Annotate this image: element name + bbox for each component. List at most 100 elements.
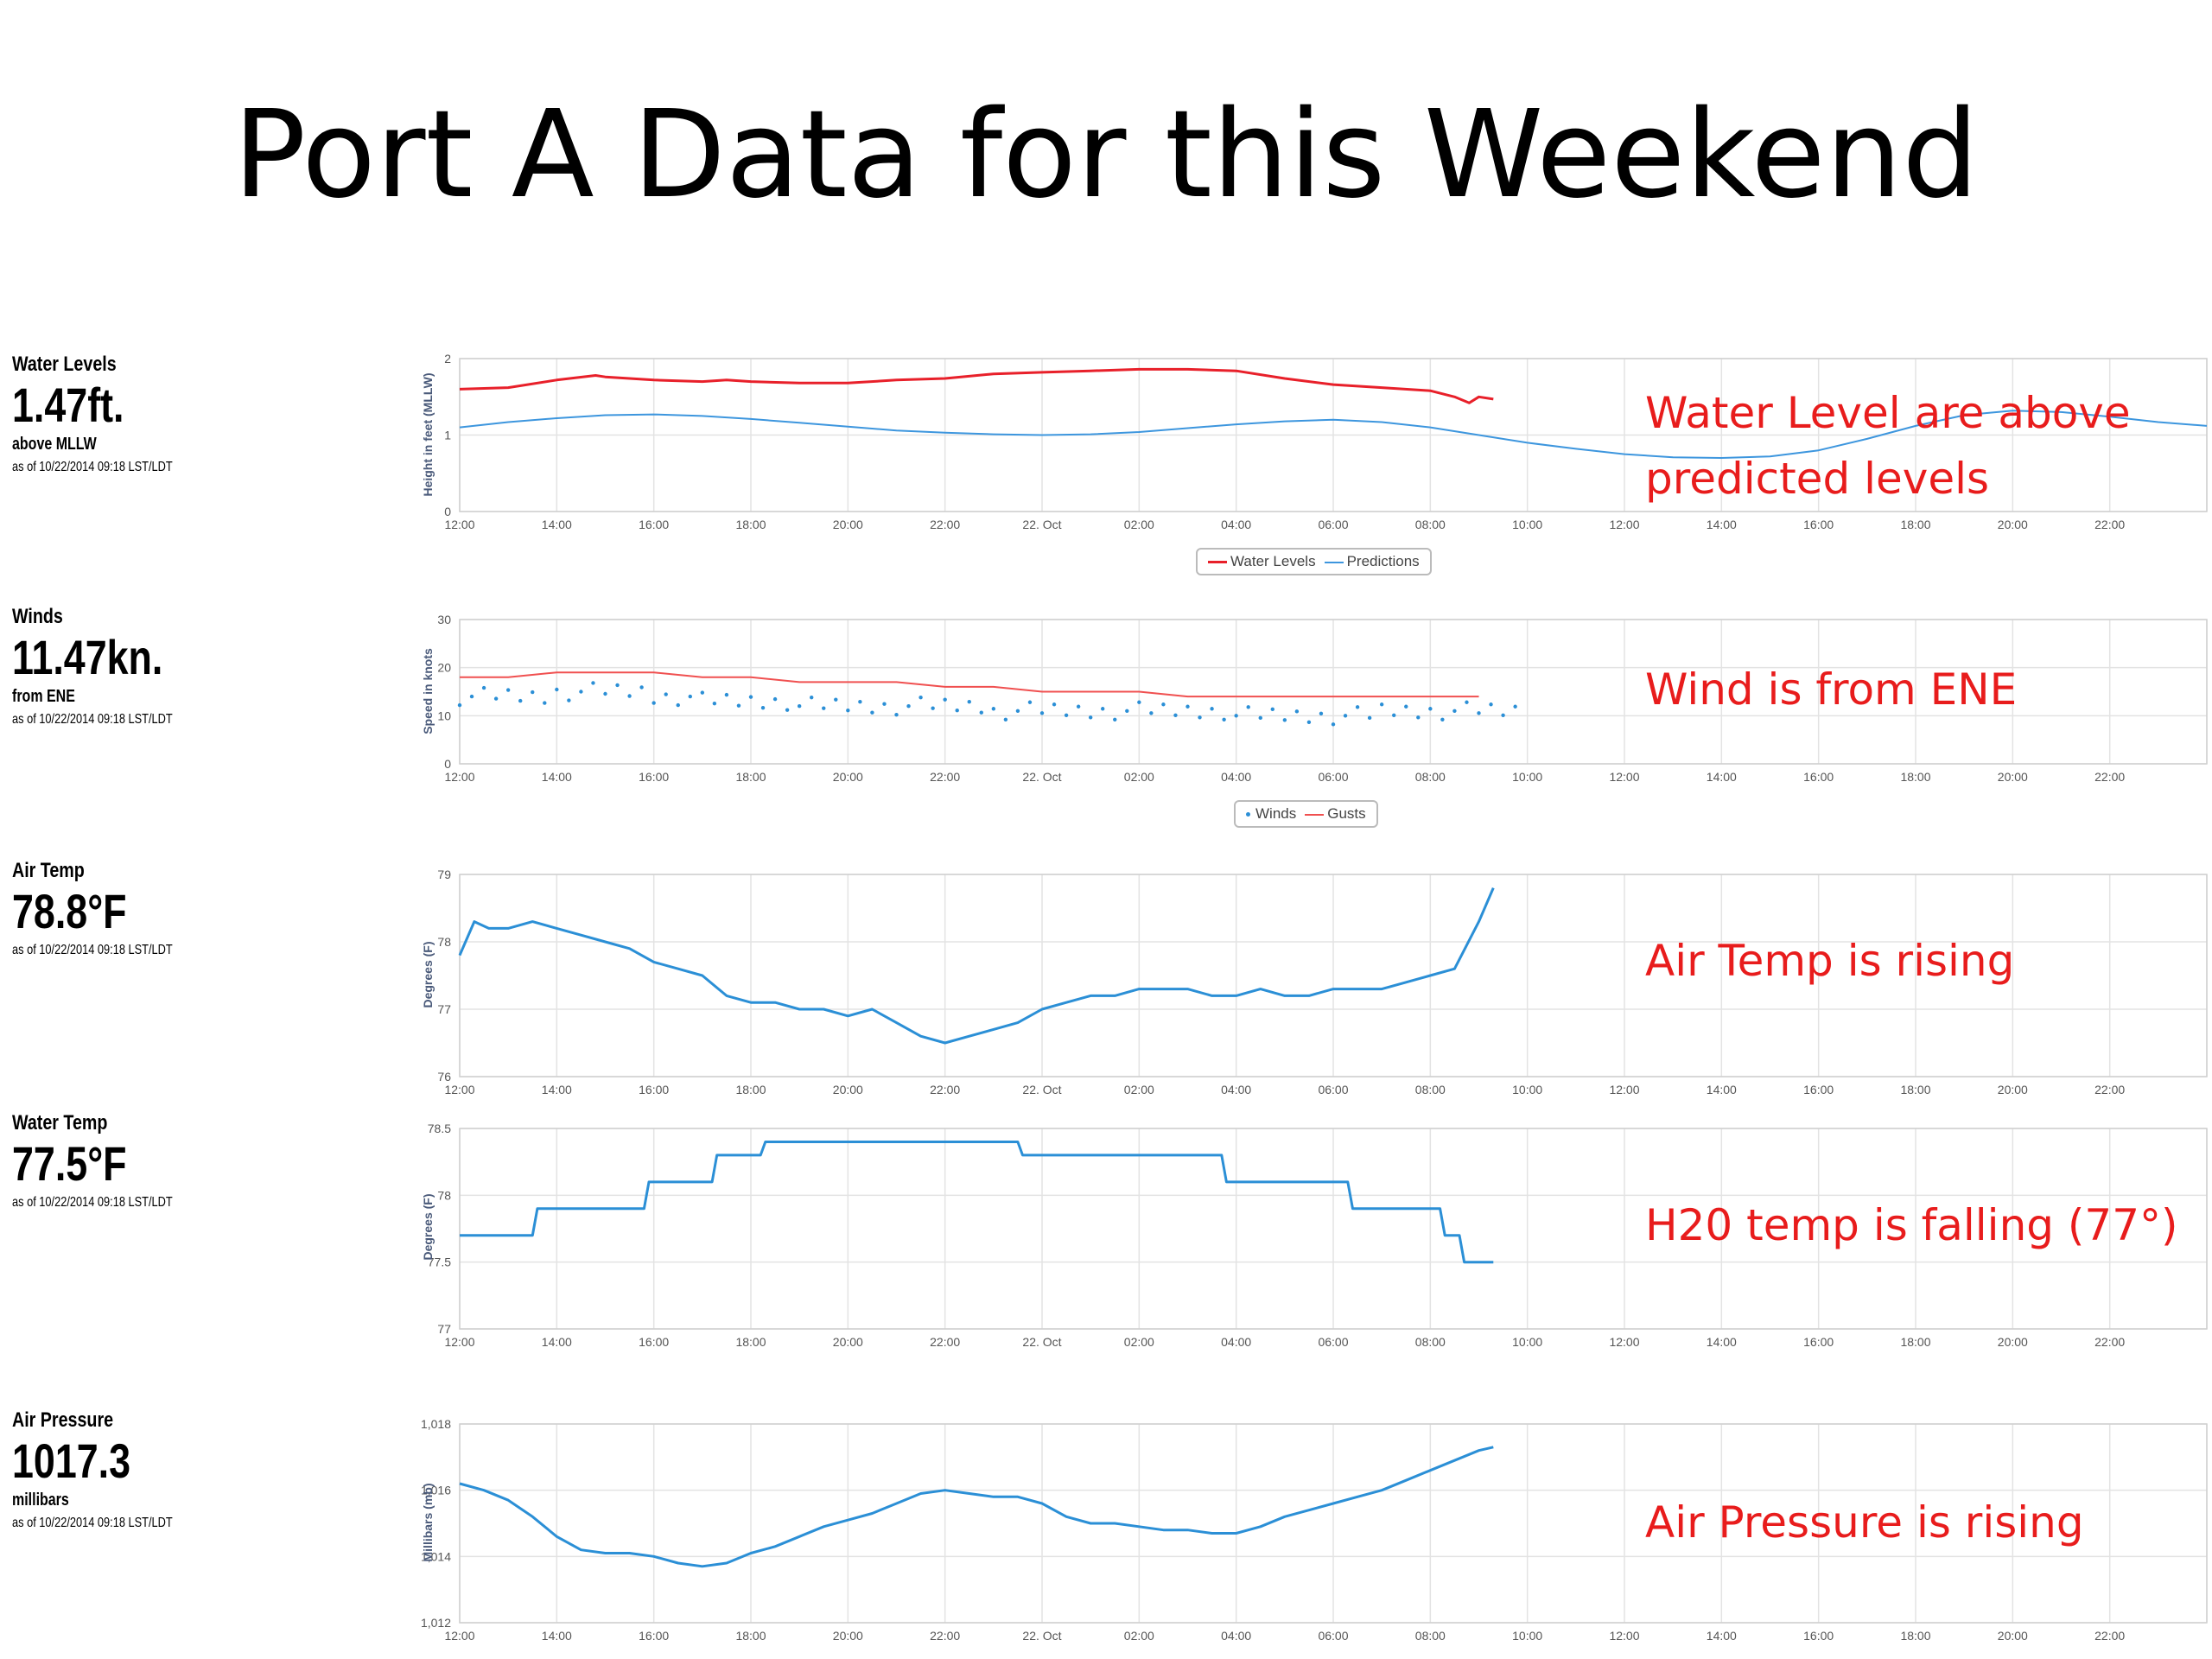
legend-item-winds[interactable]: Winds	[1246, 805, 1296, 823]
x-tick-label: 22. Oct	[1022, 770, 1061, 784]
legend-label: Winds	[1255, 805, 1297, 822]
note-text: Air Temp is rising	[1645, 936, 2015, 986]
x-tick-label: 18:00	[735, 770, 766, 784]
legend-item-predictions[interactable]: Predictions	[1324, 553, 1420, 570]
y-tick-label: 78.5	[428, 1122, 451, 1135]
x-tick-label: 02:00	[1124, 1629, 1154, 1643]
x-tick-label: 08:00	[1415, 1083, 1446, 1096]
stat-label: Water Levels	[12, 353, 117, 376]
x-tick-label: 10:00	[1512, 1083, 1542, 1096]
wind-point	[1465, 700, 1469, 704]
y-axis-label: Degrees (F)	[421, 1193, 435, 1260]
wind-point	[1076, 704, 1081, 709]
x-tick-label: 18:00	[1900, 1335, 1930, 1349]
wind-point	[664, 692, 668, 696]
note-text: Wind is from ENE	[1645, 664, 2018, 715]
x-tick-label: 10:00	[1512, 1335, 1542, 1349]
legend-item-water-levels[interactable]: Water Levels	[1208, 553, 1316, 570]
wind-point	[627, 694, 632, 698]
stat-air-temp: Air Temp 78.8°F as of 10/22/2014 09:18 L…	[12, 859, 375, 958]
x-tick-label: 16:00	[639, 1083, 669, 1096]
x-tick-label: 18:00	[1900, 770, 1930, 784]
x-tick-label: 12:00	[1609, 770, 1639, 784]
plot-frame	[459, 619, 2208, 765]
x-tick-label: 16:00	[639, 1335, 669, 1349]
x-tick-label: 16:00	[1803, 1083, 1834, 1096]
x-tick-label: 12:00	[1609, 1335, 1639, 1349]
wind-point	[652, 701, 656, 705]
y-tick-label: 1,012	[421, 1616, 451, 1630]
x-tick-label: 12:00	[444, 1335, 474, 1349]
y-axis-label: Millibars (mb)	[421, 1483, 435, 1561]
x-tick-label: 06:00	[1318, 518, 1348, 531]
wind-point	[1258, 715, 1262, 721]
wind-point	[567, 698, 571, 702]
wind-point	[1477, 711, 1481, 715]
x-tick-label: 14:00	[1707, 1335, 1737, 1349]
y-tick-label: 1,018	[421, 1417, 451, 1431]
wind-point	[1294, 709, 1300, 714]
wind-point	[1185, 704, 1190, 709]
wind-point	[639, 685, 644, 690]
y-tick-label: 78	[437, 935, 451, 949]
wind-point	[1355, 705, 1360, 709]
x-tick-label: 14:00	[542, 518, 572, 531]
x-tick-label: 04:00	[1221, 518, 1251, 531]
note-air-temp: Air Temp is rising	[1645, 928, 2014, 994]
y-tick-label: 79	[437, 868, 451, 881]
x-tick-label: 18:00	[1900, 1083, 1930, 1096]
y-tick-label: 10	[437, 709, 451, 722]
wind-point	[1125, 709, 1129, 713]
stat-value: 77.5°F	[12, 1136, 127, 1191]
series-gusts-line	[460, 671, 1479, 698]
legend-label: Predictions	[1346, 553, 1420, 569]
x-tick-label: 20:00	[1998, 1083, 2028, 1096]
wind-point	[846, 709, 850, 713]
wind-point	[1428, 707, 1433, 711]
x-tick-label: 22:00	[2094, 1629, 2125, 1643]
x-tick-label: 22. Oct	[1022, 518, 1061, 531]
wind-point	[1501, 713, 1505, 717]
x-tick-label: 16:00	[1803, 770, 1834, 784]
wind-point	[1088, 715, 1093, 720]
x-tick-label: 02:00	[1124, 518, 1154, 531]
wind-point	[1113, 717, 1117, 721]
wind-point	[760, 705, 766, 710]
series-4-line	[460, 1141, 1494, 1264]
x-tick-label: 08:00	[1415, 518, 1446, 531]
note-water-temp: H20 temp is falling (77°)	[1645, 1192, 2178, 1258]
wind-point	[1306, 720, 1312, 725]
wind-point	[481, 685, 486, 690]
wind-point	[1222, 717, 1226, 721]
stat-sub: from ENE	[12, 686, 75, 706]
wind-point	[1343, 714, 1348, 718]
x-tick-label: 06:00	[1318, 1083, 1348, 1096]
x-tick-label: 10:00	[1512, 518, 1542, 531]
wind-point	[1210, 707, 1214, 711]
x-tick-label: 02:00	[1124, 1335, 1154, 1349]
stat-timestamp: as of 10/22/2014 09:18 LST/LDT	[12, 711, 173, 727]
x-tick-label: 20:00	[833, 518, 863, 531]
x-tick-label: 12:00	[444, 770, 474, 784]
wind-point	[555, 687, 559, 692]
x-tick-label: 18:00	[735, 1335, 766, 1349]
legend-water-levels: Water Levels Predictions	[1196, 548, 1432, 575]
legend-item-gusts[interactable]: Gusts	[1305, 805, 1366, 823]
x-tick-label: 08:00	[1415, 1629, 1446, 1643]
y-tick-label: 0	[444, 757, 451, 771]
wind-point	[785, 708, 790, 712]
y-tick-label: 1,016	[421, 1484, 451, 1497]
x-tick-label: 14:00	[1707, 518, 1737, 531]
stat-label: Water Temp	[12, 1111, 108, 1135]
wind-point	[1416, 715, 1421, 720]
x-tick-label: 18:00	[735, 1083, 766, 1096]
x-tick-label: 14:00	[542, 1083, 572, 1096]
wind-point	[543, 701, 547, 705]
wind-point	[1282, 718, 1287, 722]
x-tick-label: 20:00	[1998, 1629, 2028, 1643]
wind-point	[979, 710, 983, 715]
wind-point	[1452, 709, 1457, 713]
series-5-line	[459, 1446, 1494, 1568]
stat-winds: Winds 11.47kn. from ENE as of 10/22/2014…	[12, 605, 375, 728]
wind-point	[918, 695, 923, 700]
